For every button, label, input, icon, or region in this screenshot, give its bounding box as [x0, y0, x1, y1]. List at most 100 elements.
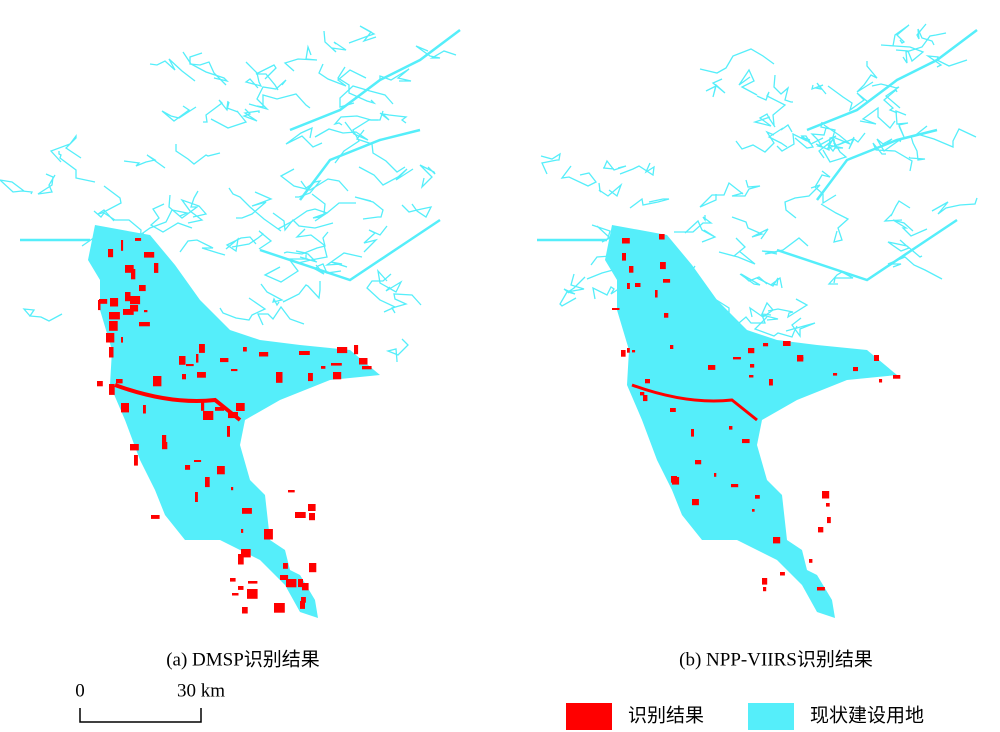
built-up-network — [902, 32, 947, 64]
identified-patch — [763, 343, 769, 347]
built-up-network — [242, 108, 260, 122]
legend: 识别结果 现状建设用地 — [566, 703, 924, 730]
identified-patch — [247, 589, 258, 599]
built-up-network — [756, 91, 787, 126]
identified-patch — [144, 252, 155, 258]
built-up-network — [180, 198, 208, 224]
identified-patch — [186, 364, 194, 367]
identified-patch — [231, 487, 234, 491]
identified-patch — [622, 253, 626, 261]
identified-patch — [308, 373, 313, 382]
built-up-network — [756, 276, 783, 289]
built-up-network — [149, 203, 193, 233]
built-up-network — [123, 154, 166, 169]
built-up-network — [837, 132, 866, 150]
identified-patch — [109, 384, 115, 395]
built-up-network — [334, 110, 384, 164]
identified-patch — [236, 403, 245, 411]
built-up-network — [311, 193, 328, 222]
identified-patch — [131, 269, 136, 280]
built-up-network — [560, 165, 597, 187]
built-up-network — [203, 99, 230, 123]
built-up-network — [887, 256, 943, 280]
caption: (a) DMSP识别结果 — [166, 648, 320, 670]
built-up-network — [189, 52, 227, 86]
identified-patch — [295, 512, 306, 518]
identified-patch — [130, 305, 139, 312]
built-up-network — [859, 106, 896, 129]
built-up-network — [93, 210, 142, 244]
identified-patch — [783, 341, 791, 346]
identified-patch — [714, 473, 717, 477]
built-up-network — [753, 316, 798, 338]
built-up-network — [219, 297, 267, 321]
built-up-network — [348, 25, 377, 44]
identified-patch — [242, 607, 248, 614]
identified-patch — [106, 333, 115, 343]
identified-patch — [241, 549, 251, 558]
built-up-network — [282, 281, 321, 303]
built-up-network — [168, 190, 199, 219]
identified-patch — [645, 379, 650, 384]
identified-patch — [199, 344, 205, 353]
identified-patch — [708, 365, 716, 370]
identified-patch — [205, 477, 210, 488]
built-up-network — [354, 196, 384, 220]
built-up-network — [22, 308, 63, 322]
built-up-network — [826, 138, 844, 153]
identified-patch — [755, 495, 760, 499]
built-up-network — [419, 164, 436, 190]
built-up-network — [773, 74, 793, 103]
built-up-network — [161, 105, 197, 122]
identified-patch — [151, 515, 160, 519]
identified-patch — [664, 313, 669, 318]
built-up-network — [323, 30, 347, 53]
identified-patch — [799, 357, 804, 360]
identified-patch — [121, 240, 124, 251]
legend-label: 现状建设用地 — [810, 704, 924, 726]
identified-patch — [238, 554, 244, 565]
caption: (b) NPP-VIIRS识别结果 — [679, 648, 873, 670]
identified-patch — [143, 405, 146, 414]
built-up-network — [820, 203, 850, 243]
identified-patch — [125, 265, 134, 273]
built-up-network — [699, 48, 775, 74]
identified-patch — [612, 308, 620, 310]
identified-patch — [321, 366, 326, 369]
identified-patch — [197, 372, 206, 378]
identified-patch — [733, 357, 741, 360]
identified-patch — [302, 583, 309, 591]
identified-patch — [622, 238, 630, 244]
built-up-network — [256, 305, 305, 326]
identified-patch — [215, 407, 225, 411]
built-up-network — [285, 126, 323, 148]
identified-patch — [248, 581, 258, 584]
identified-patch — [179, 356, 186, 365]
identified-patch — [162, 435, 167, 443]
identified-patch — [196, 354, 199, 363]
identified-patch — [362, 366, 372, 370]
built-up-network — [619, 162, 655, 177]
built-up-network — [892, 24, 910, 47]
identified-patch — [121, 403, 129, 413]
identified-patch — [99, 299, 108, 304]
built-up-network — [391, 293, 422, 314]
legend-swatch — [566, 703, 612, 730]
built-up-network — [182, 51, 230, 83]
identified-patch — [109, 347, 114, 358]
identified-patch — [749, 375, 754, 378]
built-up-network — [916, 23, 935, 46]
built-up-network — [732, 314, 779, 329]
identified-patch — [309, 513, 315, 521]
identified-patch — [231, 369, 238, 372]
built-up-network — [915, 125, 977, 148]
built-up-network — [339, 85, 394, 108]
identified-patch — [134, 455, 138, 466]
identified-patch — [763, 587, 767, 592]
identified-patch — [853, 367, 858, 372]
built-up-network — [248, 79, 287, 111]
built-up-network — [272, 212, 334, 232]
identified-patch — [833, 373, 838, 376]
built-up-network — [295, 180, 322, 198]
